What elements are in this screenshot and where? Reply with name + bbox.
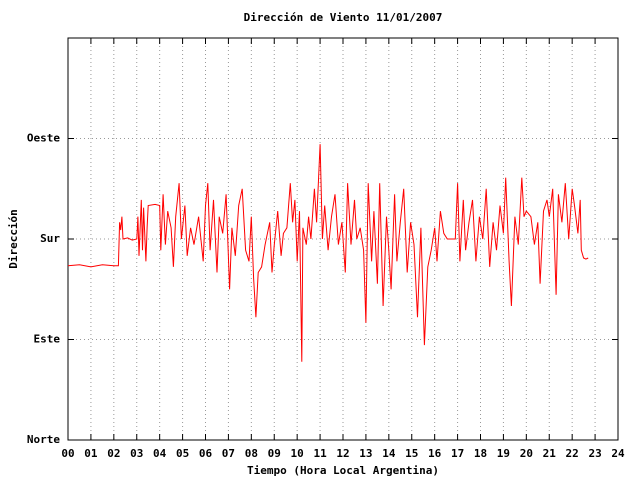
x-tick-label: 19: [497, 447, 510, 460]
x-tick-label: 03: [130, 447, 143, 460]
y-tick-label: Sur: [40, 232, 60, 245]
x-tick-label: 24: [611, 447, 625, 460]
x-tick-label: 17: [451, 447, 464, 460]
y-tick-label: Oeste: [27, 132, 60, 145]
y-axis-label: Dirección: [7, 209, 20, 269]
x-tick-label: 22: [566, 447, 579, 460]
x-tick-label: 00: [61, 447, 74, 460]
x-tick-label: 16: [428, 447, 442, 460]
x-axis-label: Tiempo (Hora Local Argentina): [247, 464, 439, 477]
x-tick-label: 18: [474, 447, 487, 460]
x-tick-label: 09: [268, 447, 281, 460]
x-tick-label: 23: [588, 447, 601, 460]
x-tick-label: 14: [382, 447, 396, 460]
x-tick-label: 12: [336, 447, 349, 460]
x-tick-label: 07: [222, 447, 235, 460]
x-tick-label: 21: [543, 447, 557, 460]
x-tick-label: 02: [107, 447, 120, 460]
x-tick-label: 01: [84, 447, 98, 460]
x-tick-label: 11: [313, 447, 327, 460]
x-tick-label: 08: [245, 447, 258, 460]
y-tick-label: Norte: [27, 433, 60, 446]
x-tick-label: 10: [291, 447, 304, 460]
x-tick-label: 04: [153, 447, 167, 460]
y-tick-label: Este: [34, 333, 61, 346]
x-tick-label: 20: [520, 447, 533, 460]
x-tick-label: 15: [405, 447, 418, 460]
chart-title: Dirección de Viento 11/01/2007: [244, 11, 443, 24]
x-tick-label: 05: [176, 447, 189, 460]
x-tick-label: 06: [199, 447, 213, 460]
x-tick-label: 13: [359, 447, 372, 460]
data-line: [67, 144, 589, 362]
